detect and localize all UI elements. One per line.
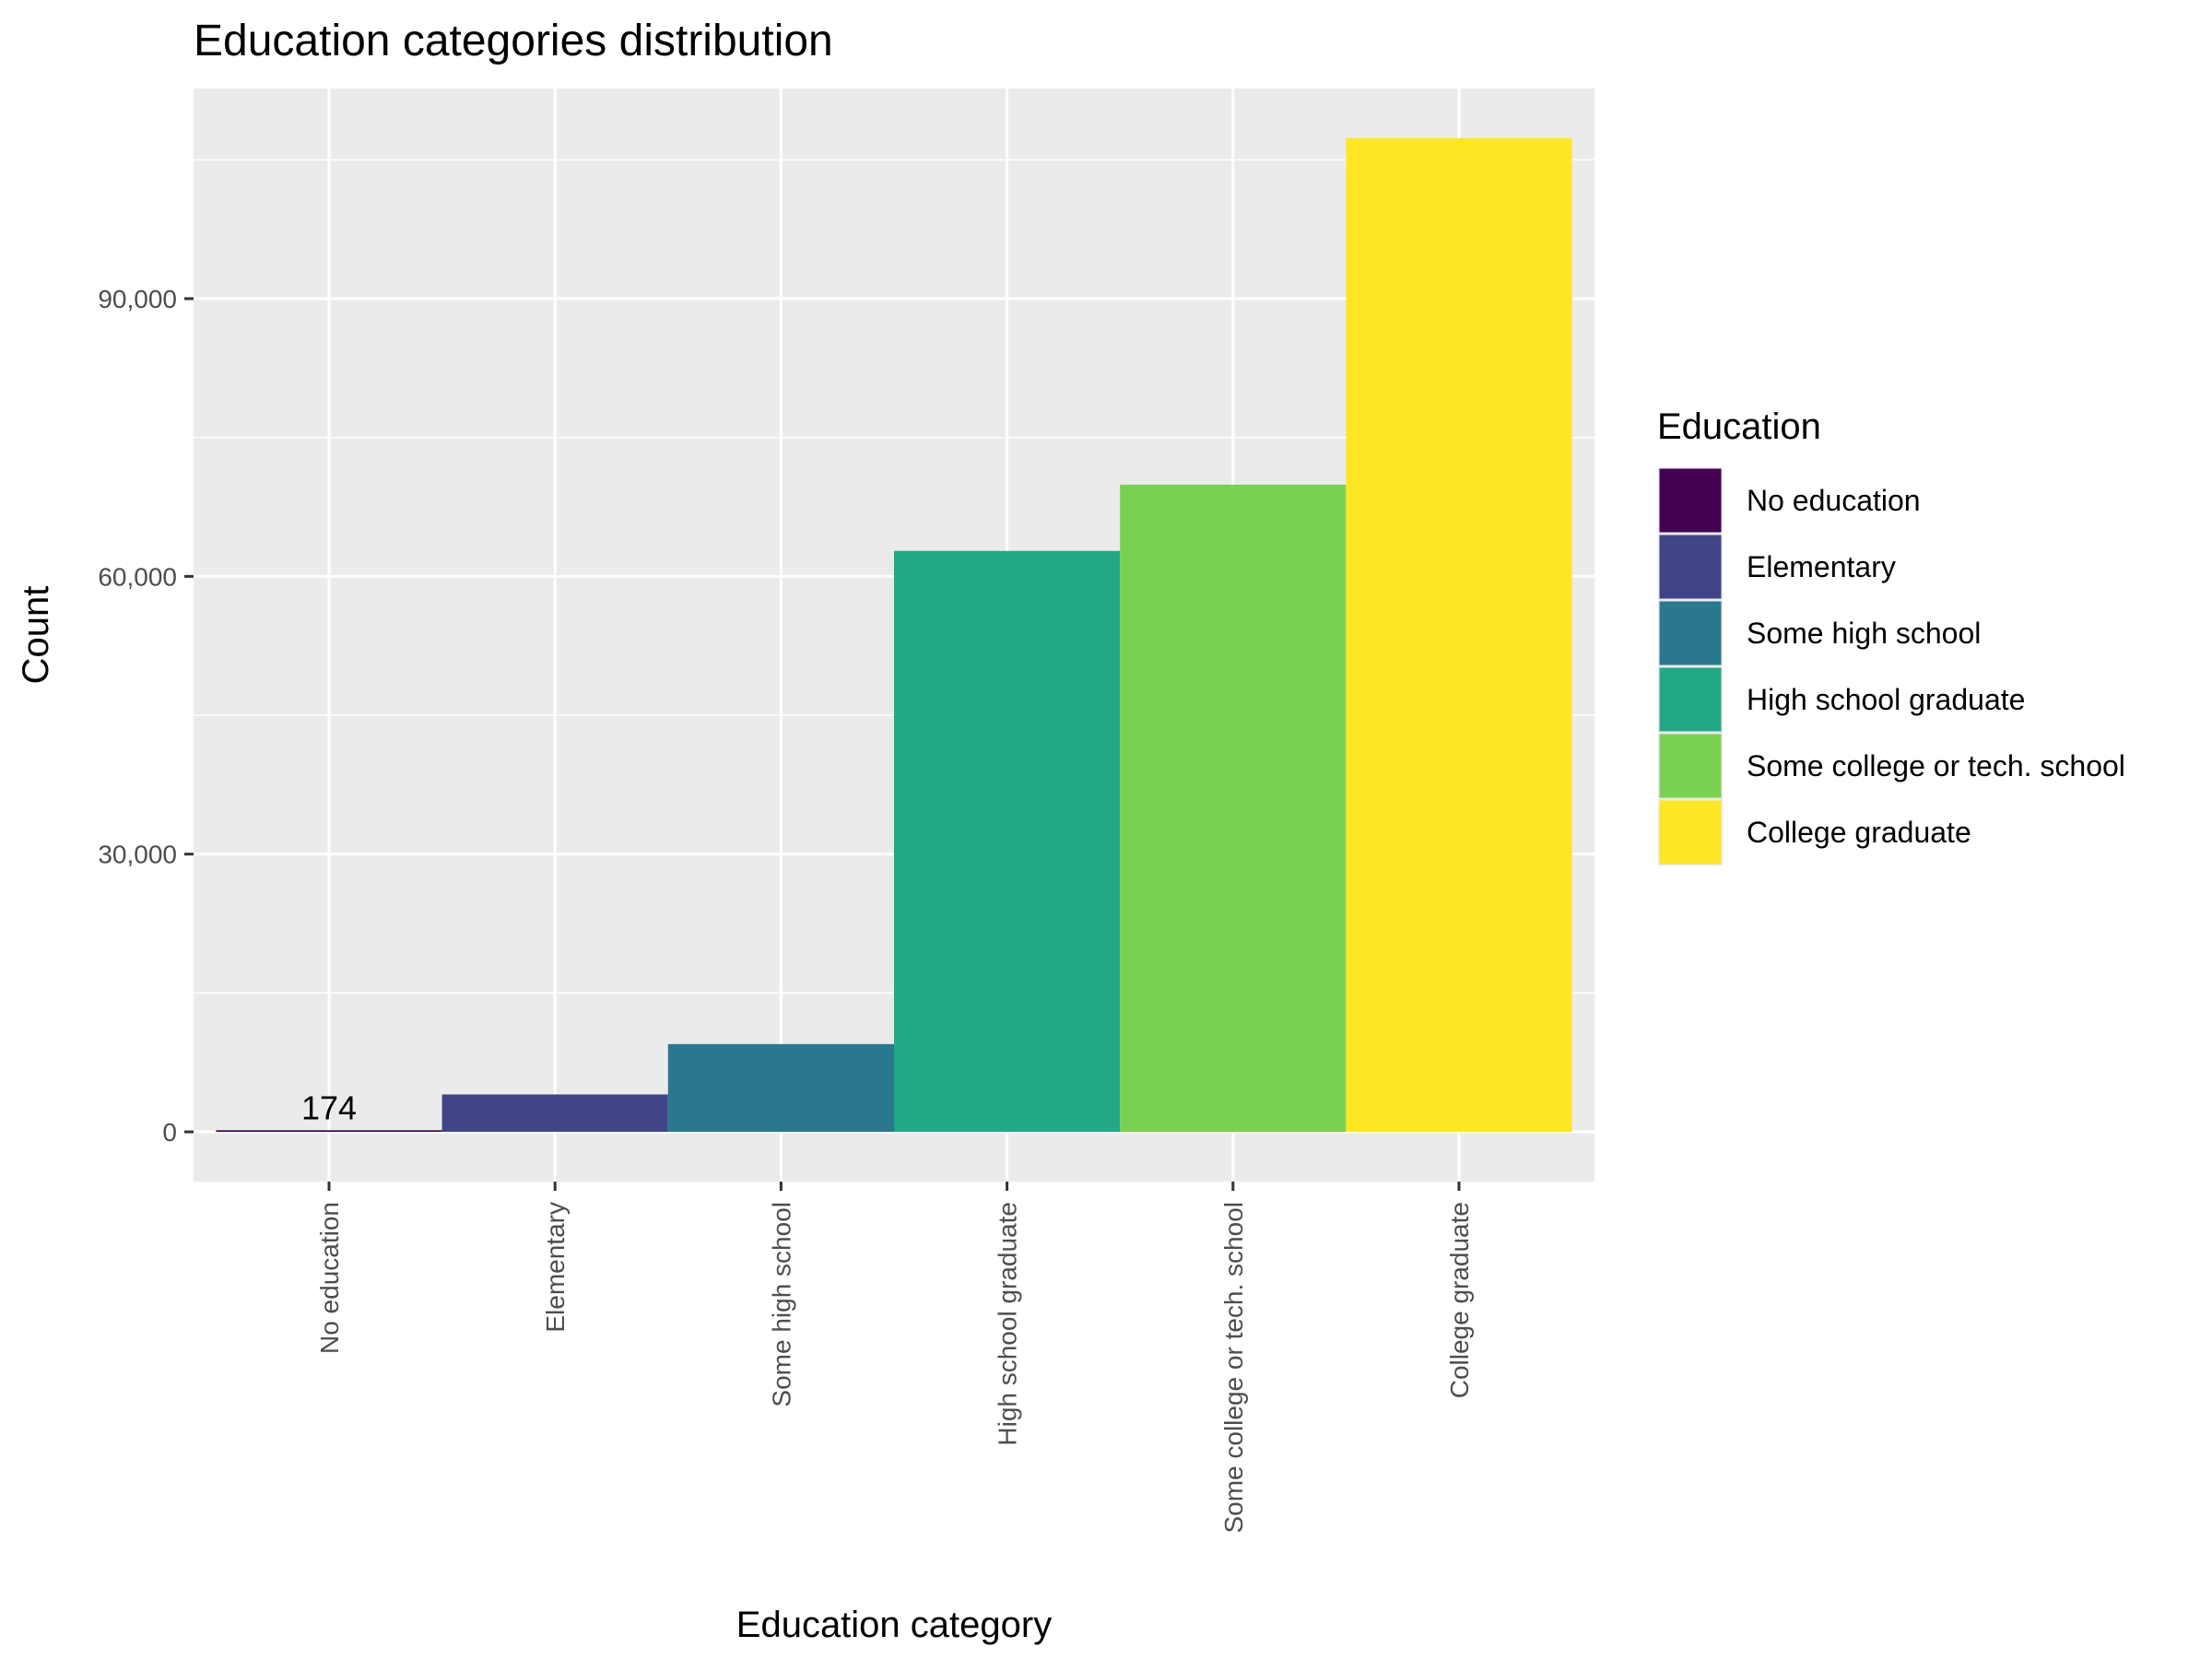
legend-label: High school graduate — [1747, 683, 2025, 716]
bar-elementary — [441, 1094, 668, 1133]
x-axis: No education Elementary Some high school Hi… — [315, 1182, 1474, 1534]
y-tick-label: 90,000 — [98, 285, 177, 313]
legend: Education No education Elementary Some hig… — [1657, 406, 2125, 865]
legend-key — [1659, 601, 1722, 665]
y-tick-label: 0 — [162, 1118, 177, 1147]
y-tick-label: 60,000 — [98, 562, 177, 591]
chart-title: Education categories distribution — [194, 17, 833, 65]
legend-key — [1659, 535, 1722, 599]
x-tick-label: Some college or tech. school — [1219, 1202, 1248, 1534]
legend-label: Some college or tech. school — [1747, 749, 2125, 782]
bars — [216, 137, 1572, 1133]
legend-key — [1659, 667, 1722, 732]
x-axis-title: Education category — [736, 1605, 1052, 1645]
x-tick-label: High school graduate — [994, 1202, 1022, 1446]
y-axis-title: Count — [16, 586, 56, 685]
bar-some-high-school — [667, 1043, 894, 1133]
data-label: 174 — [301, 1088, 357, 1126]
bar-high-school-graduate — [894, 550, 1121, 1133]
y-axis: 0 30,000 60,000 90,000 — [98, 285, 194, 1147]
y-tick-label: 30,000 — [98, 841, 177, 869]
legend-key — [1659, 800, 1722, 865]
bar-college-graduate — [1346, 137, 1572, 1133]
legend-key — [1659, 734, 1722, 798]
x-tick-label: Elementary — [541, 1202, 570, 1333]
bar-some-college-or-tech-school — [1120, 484, 1347, 1133]
x-tick-label: No education — [315, 1202, 344, 1354]
legend-title: Education — [1657, 406, 1821, 447]
legend-items: No education Elementary Some high school Hi… — [1658, 467, 2125, 865]
legend-label: Some high school — [1747, 617, 1981, 650]
legend-key — [1659, 468, 1722, 533]
data-labels: 174 — [301, 1088, 357, 1126]
bar-no-education — [216, 1130, 442, 1133]
legend-label: Elementary — [1747, 550, 1896, 583]
legend-label: No education — [1747, 484, 1921, 517]
legend-label: College graduate — [1747, 816, 1971, 849]
x-tick-label: Some high school — [767, 1202, 795, 1407]
x-tick-label: College graduate — [1445, 1202, 1474, 1398]
